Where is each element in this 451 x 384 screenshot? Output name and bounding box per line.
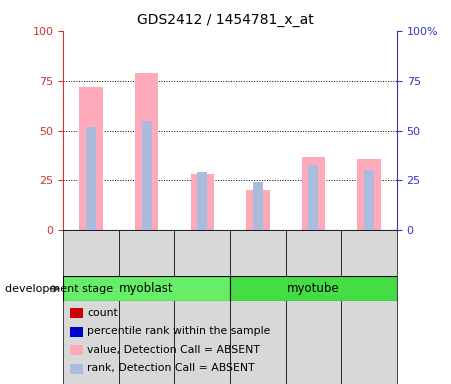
FancyBboxPatch shape — [230, 230, 285, 384]
Text: GDS2412 / 1454781_x_at: GDS2412 / 1454781_x_at — [137, 13, 314, 27]
Bar — [357, 159, 381, 230]
Text: count: count — [87, 308, 118, 318]
Text: myotube: myotube — [287, 283, 340, 295]
Bar — [135, 73, 158, 230]
Bar — [364, 170, 374, 230]
FancyBboxPatch shape — [285, 230, 341, 384]
FancyBboxPatch shape — [119, 230, 175, 384]
Bar — [253, 182, 263, 230]
Bar — [190, 174, 214, 230]
Bar — [79, 87, 103, 230]
Text: rank, Detection Call = ABSENT: rank, Detection Call = ABSENT — [87, 363, 255, 373]
Text: value, Detection Call = ABSENT: value, Detection Call = ABSENT — [87, 345, 260, 355]
Bar — [308, 164, 318, 230]
Text: myoblast: myoblast — [119, 283, 174, 295]
FancyBboxPatch shape — [63, 276, 230, 301]
Text: development stage: development stage — [5, 284, 113, 294]
FancyBboxPatch shape — [175, 230, 230, 384]
Bar — [246, 190, 270, 230]
Bar — [197, 172, 207, 230]
Bar — [86, 127, 96, 230]
FancyBboxPatch shape — [230, 276, 397, 301]
FancyBboxPatch shape — [341, 230, 397, 384]
Text: percentile rank within the sample: percentile rank within the sample — [87, 326, 271, 336]
Bar — [142, 121, 152, 230]
FancyBboxPatch shape — [63, 230, 119, 384]
Bar — [302, 157, 325, 230]
